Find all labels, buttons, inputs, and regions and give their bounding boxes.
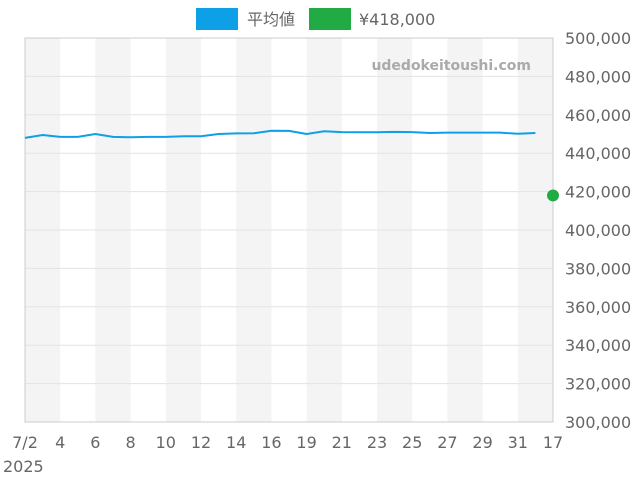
legend-label-price[interactable]: ¥418,000 [359, 10, 435, 29]
x-tick-label: 31 [508, 433, 528, 452]
x-tick-label: 23 [367, 433, 387, 452]
legend-label-average[interactable]: 平均値 [247, 10, 295, 29]
y-tick-label: 380,000 [565, 259, 631, 278]
y-tick-label: 340,000 [565, 336, 631, 355]
x-tick-label: 14 [226, 433, 246, 452]
series-line-average[interactable] [24, 129, 536, 139]
x-tick-label: 17 [543, 433, 563, 452]
y-tick-label: 360,000 [565, 298, 631, 317]
y-tick-label: 460,000 [565, 106, 631, 125]
y-axis-tick-labels: 300,000 320,000 340,000 360,000 380,000 400,0… [565, 29, 631, 432]
x-tick-label: 8 [126, 433, 136, 452]
x-tick-label: 16 [261, 433, 281, 452]
plot-area-frame [24, 37, 554, 423]
y-tick-label: 420,000 [565, 183, 631, 202]
x-tick-label: 6 [90, 433, 100, 452]
y-tick-label: 320,000 [565, 375, 631, 394]
x-tick-label: 19 [296, 433, 316, 452]
x-tick-label: 4 [55, 433, 65, 452]
x-tick-label: 21 [332, 433, 352, 452]
x-tick-label: 10 [156, 433, 176, 452]
series-layer [24, 129, 559, 202]
x-tick-label: 27 [437, 433, 457, 452]
x-tick-label: 29 [472, 433, 492, 452]
x-tick-label: 25 [402, 433, 422, 452]
y-tick-label: 440,000 [565, 144, 631, 163]
x-axis-tick-labels: 7/2 4 6 8 10 12 14 16 19 21 23 25 27 29 31 17 [12, 433, 563, 452]
x-tick-label: 12 [191, 433, 211, 452]
x-tick-label: 7/2 [12, 433, 38, 452]
legend-swatch-average[interactable] [196, 8, 238, 30]
legend: 平均値 ¥418,000 [196, 8, 435, 30]
y-tick-label: 300,000 [565, 413, 631, 432]
watermark: udedokeitoushi.com [371, 58, 531, 74]
x-axis-year-label: 2025 [3, 457, 44, 476]
legend-swatch-price[interactable] [309, 8, 351, 30]
y-tick-label: 480,000 [565, 67, 631, 86]
y-tick-label: 500,000 [565, 29, 631, 48]
y-tick-label: 400,000 [565, 221, 631, 240]
series-point-price[interactable] [547, 189, 559, 202]
